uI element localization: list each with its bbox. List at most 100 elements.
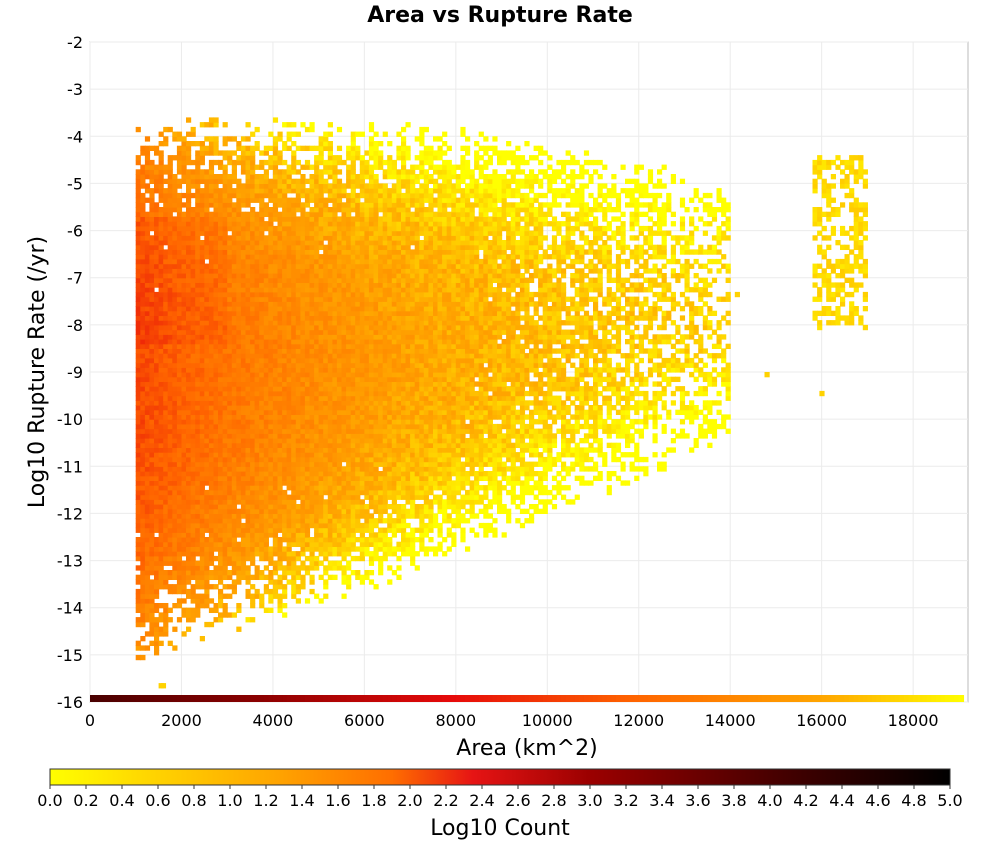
heatmap-cell (136, 198, 141, 203)
heatmap-cell (236, 575, 241, 580)
heatmap-cell (223, 150, 228, 155)
heatmap-cell (369, 485, 374, 490)
heatmap-cell (264, 565, 269, 570)
heatmap-cell (204, 273, 209, 278)
heatmap-cell (136, 160, 141, 165)
heatmap-cell (232, 188, 237, 193)
heatmap-cell (232, 136, 237, 141)
heatmap-cell (163, 363, 168, 368)
heatmap-cell (136, 419, 141, 424)
heatmap-cell (364, 509, 369, 514)
heatmap-cell (328, 231, 333, 236)
heatmap-cell (241, 330, 246, 335)
heatmap-cell (191, 348, 196, 353)
heatmap-cell (236, 518, 241, 523)
heatmap-cell (319, 396, 324, 401)
heatmap-cell (209, 504, 214, 509)
heatmap-cell (305, 202, 310, 207)
heatmap-cell (319, 414, 324, 419)
heatmap-cell (287, 551, 292, 556)
heatmap-cell (191, 594, 196, 599)
heatmap-cell (200, 594, 205, 599)
heatmap-cell (259, 240, 264, 245)
heatmap-cell (250, 386, 255, 391)
heatmap-cell (223, 551, 228, 556)
heatmap-cell (214, 575, 219, 580)
heatmap-cell (346, 528, 351, 533)
heatmap-cell (223, 193, 228, 198)
heatmap-cell (209, 325, 214, 330)
heatmap-cell (259, 447, 264, 452)
heatmap-cell (364, 528, 369, 533)
heatmap-cell (364, 344, 369, 349)
heatmap-cell (159, 155, 164, 160)
heatmap-cell (374, 537, 379, 542)
heatmap-cell (278, 315, 283, 320)
heatmap-cell (319, 330, 324, 335)
heatmap-cell (259, 278, 264, 283)
heatmap-cell (264, 183, 269, 188)
heatmap-cell (291, 334, 296, 339)
heatmap-cell (296, 193, 301, 198)
heatmap-cell (209, 546, 214, 551)
heatmap-cell (255, 499, 260, 504)
heatmap-cell (218, 320, 223, 325)
heatmap-cell (149, 358, 154, 363)
heatmap-cell (163, 198, 168, 203)
heatmap-cell (323, 311, 328, 316)
heatmap-cell (218, 513, 223, 518)
heatmap-cell (282, 221, 287, 226)
heatmap-cell (182, 499, 187, 504)
heatmap-cell (140, 325, 145, 330)
heatmap-cell (259, 381, 264, 386)
heatmap-cell (200, 499, 205, 504)
heatmap-cell (136, 504, 141, 509)
heatmap-cell (172, 198, 177, 203)
heatmap-cell (218, 480, 223, 485)
heatmap-cell (136, 405, 141, 410)
heatmap-cell (342, 235, 347, 240)
heatmap-cell (136, 330, 141, 335)
heatmap-cell (154, 264, 159, 269)
heatmap-cell (328, 381, 333, 386)
heatmap-cell (310, 372, 315, 377)
heatmap-cell (154, 405, 159, 410)
heatmap-cell (241, 264, 246, 269)
heatmap-cell (282, 462, 287, 467)
heatmap-cell (204, 433, 209, 438)
heatmap-cell (291, 419, 296, 424)
heatmap-cell (360, 443, 365, 448)
heatmap-cell (191, 504, 196, 509)
heatmap-cell (154, 641, 159, 646)
heatmap-cell (136, 174, 141, 179)
heatmap-cell (291, 462, 296, 467)
heatmap-cell (186, 155, 191, 160)
heatmap-cell (351, 254, 356, 259)
heatmap-cell (296, 466, 301, 471)
heatmap-cell (236, 315, 241, 320)
heatmap-cell (223, 523, 228, 528)
heatmap-cell (250, 278, 255, 283)
heatmap-cell (310, 579, 315, 584)
heatmap-cell (259, 216, 264, 221)
heatmap-cell (278, 528, 283, 533)
heatmap-cell (287, 561, 292, 566)
heatmap-cell (346, 287, 351, 292)
heatmap-cell (168, 301, 173, 306)
heatmap-cell (250, 216, 255, 221)
heatmap-cell (136, 188, 141, 193)
heatmap-cell (310, 523, 315, 528)
heatmap-cell (200, 400, 205, 405)
heatmap-cell (182, 165, 187, 170)
heatmap-cell (259, 358, 264, 363)
heatmap-cell (337, 513, 342, 518)
heatmap-cell (204, 381, 209, 386)
heatmap-cell (355, 537, 360, 542)
heatmap-cell (287, 226, 292, 231)
heatmap-cell (140, 608, 145, 613)
heatmap-cell (355, 447, 360, 452)
heatmap-cell (177, 207, 182, 212)
heatmap-cell (149, 466, 154, 471)
heatmap-cell (264, 306, 269, 311)
heatmap-cell (305, 353, 310, 358)
